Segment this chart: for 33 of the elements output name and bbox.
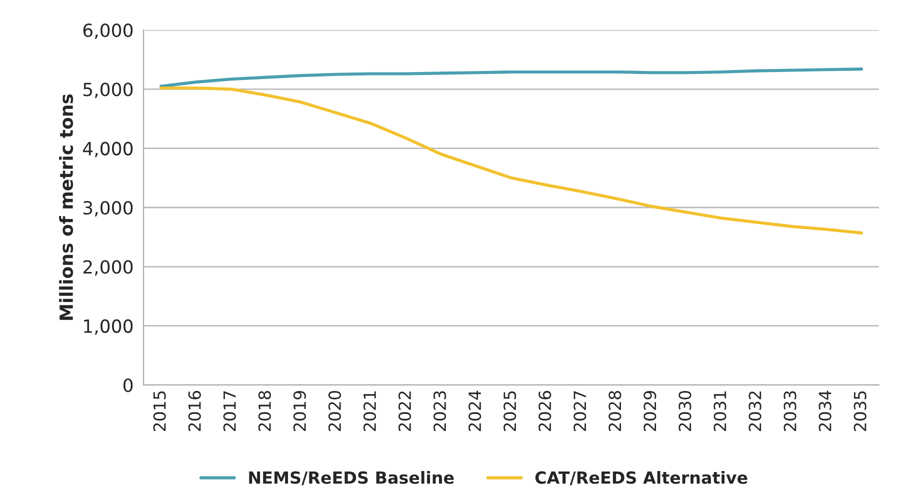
x-tick-label: 2024	[468, 390, 482, 432]
line-series	[160, 68, 864, 88]
x-tick-label: 2026	[538, 390, 552, 432]
x-tick-label: 2032	[748, 392, 762, 432]
x-tick-label: 2033	[784, 391, 796, 432]
x-tick-label: 2020	[328, 390, 341, 432]
x-tick-label: 2034	[818, 390, 832, 432]
x-tick-label: 2016	[188, 390, 201, 432]
x-tick-label: 2029	[644, 391, 656, 432]
x-tick-label: 2027	[574, 391, 586, 432]
x-tick-label: 2031	[714, 391, 726, 432]
legend-label: CAT/ReEDS Alternative	[535, 471, 748, 486]
x-tick-label: 2023	[433, 391, 446, 432]
x-tick-label: 2018	[258, 391, 271, 432]
x-tick-label: 2015	[153, 391, 166, 432]
x-tick-label: 2019	[293, 391, 306, 432]
y-tick-label: 4,000	[82, 142, 133, 158]
y-tick-label: 2,000	[83, 260, 133, 276]
line-series	[160, 86, 864, 234]
x-tick-label: 2022	[398, 392, 412, 432]
y-tick-label: 3,000	[83, 200, 133, 216]
x-tick-label: 2035	[854, 391, 866, 432]
x-tick-label: 2030	[678, 390, 692, 432]
y-tick-label: 6,000	[83, 23, 133, 39]
x-tick-label: 2028	[608, 391, 622, 432]
x-tick-label: 2021	[363, 391, 376, 432]
x-tick-label: 2025	[504, 391, 516, 432]
y-tick-label: 5,000	[84, 82, 133, 98]
y-tick-label: 0	[124, 378, 133, 392]
y-tick-label: 1,000	[84, 319, 133, 335]
legend-label: NEMS/ReEDS Baseline	[249, 471, 454, 486]
x-tick-label: 2017	[223, 391, 236, 432]
y-axis-title: Millions of metric tons	[59, 94, 74, 320]
